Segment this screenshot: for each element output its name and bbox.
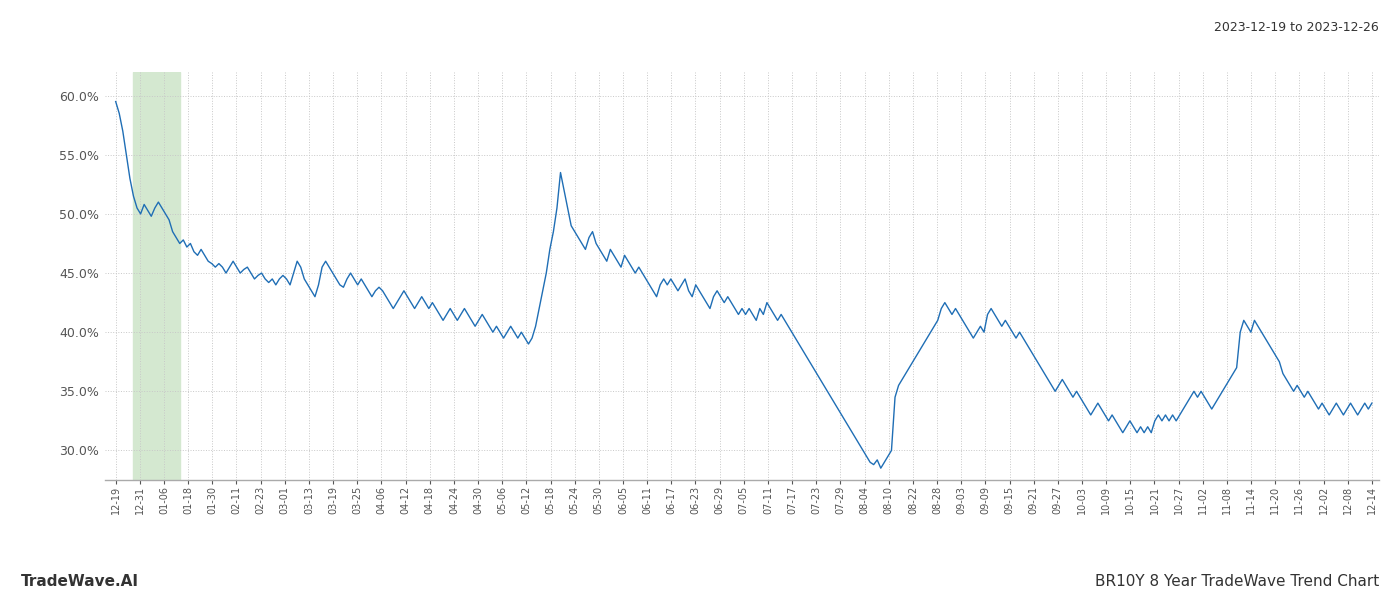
- Bar: [133, 72, 179, 480]
- Text: BR10Y 8 Year TradeWave Trend Chart: BR10Y 8 Year TradeWave Trend Chart: [1095, 574, 1379, 589]
- Text: 2023-12-19 to 2023-12-26: 2023-12-19 to 2023-12-26: [1214, 21, 1379, 34]
- Text: TradeWave.AI: TradeWave.AI: [21, 574, 139, 589]
